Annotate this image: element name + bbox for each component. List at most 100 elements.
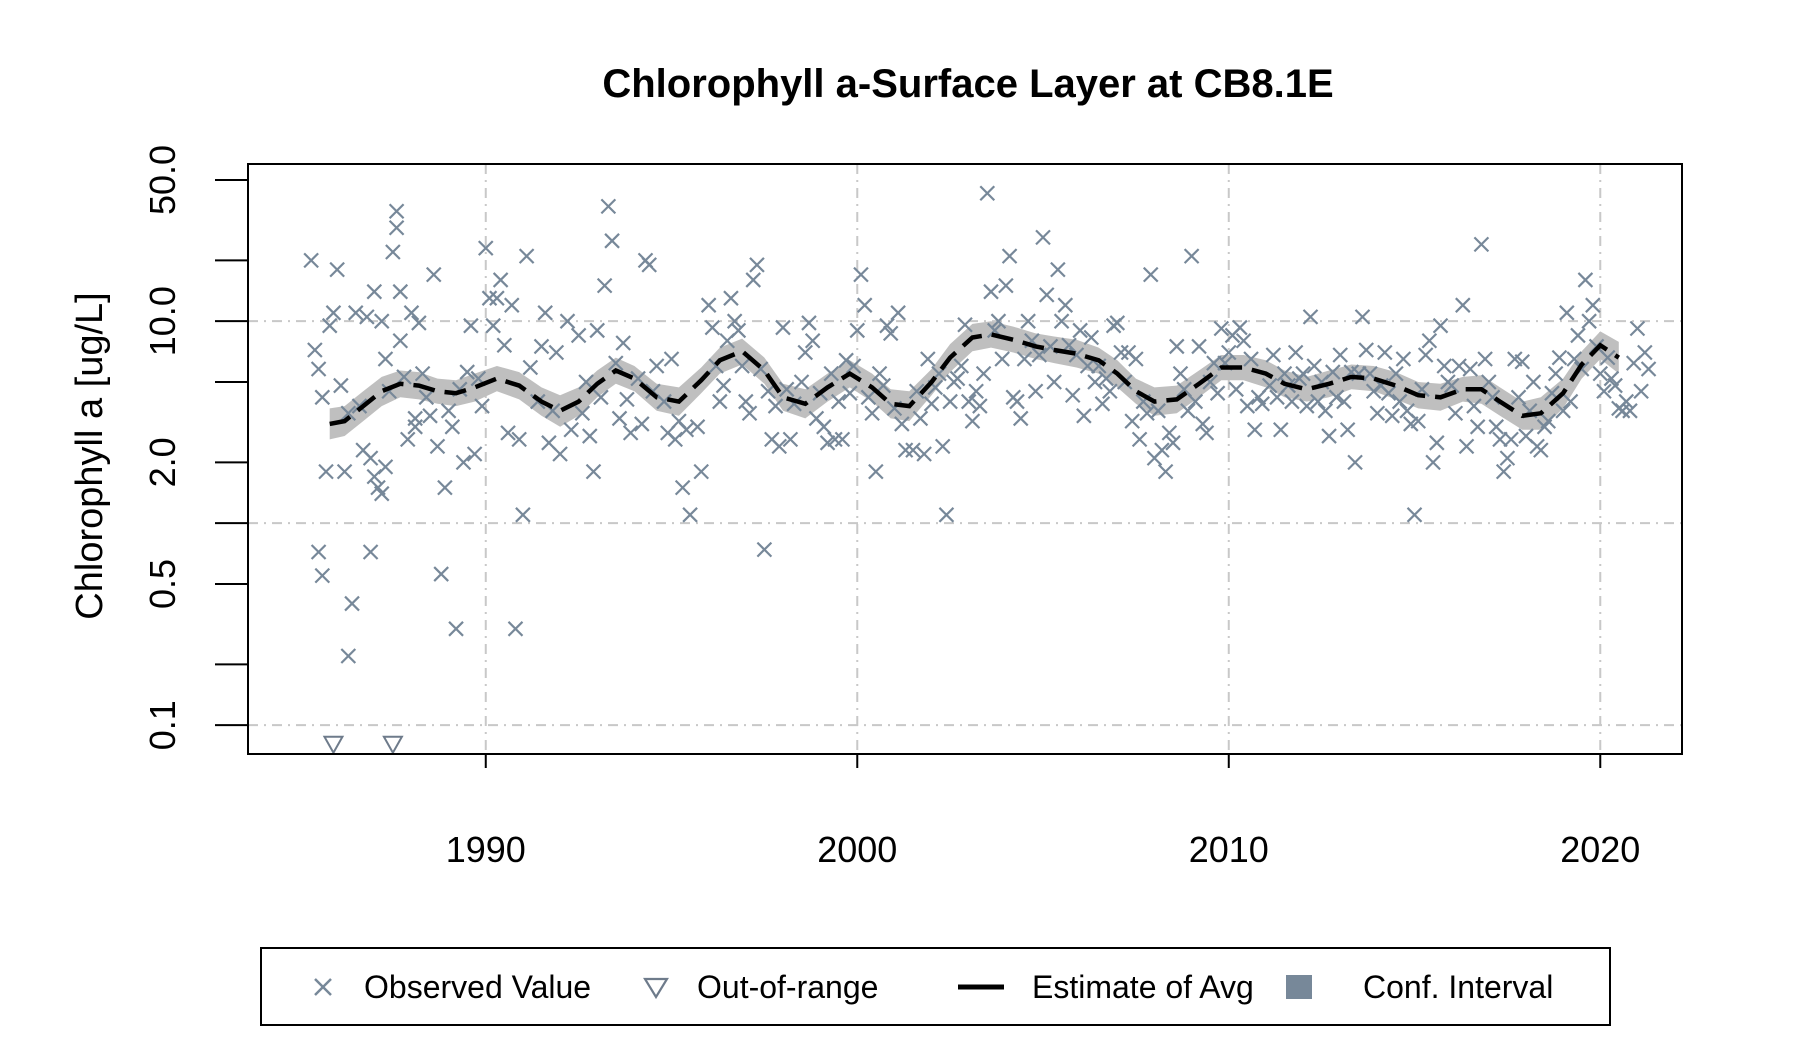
observed-point-76 (552, 446, 568, 462)
observed-point-132 (782, 431, 799, 448)
observed-point-148 (845, 358, 862, 374)
observed-point-103 (667, 431, 684, 448)
observed-point-62 (496, 337, 513, 354)
observed-point-253 (1239, 398, 1256, 414)
observed-point-121 (741, 405, 758, 422)
observed-point-254 (1243, 351, 1259, 367)
observed-point-137 (804, 332, 821, 349)
observed-point-337 (1555, 403, 1571, 419)
observed-point-237 (1180, 403, 1196, 419)
observed-point-326 (1514, 353, 1531, 370)
observed-point-310 (1455, 297, 1471, 313)
observed-point-46 (437, 479, 453, 496)
observed-point-223 (1128, 351, 1144, 367)
observed-point-34 (396, 369, 412, 385)
observed-point-82 (582, 428, 598, 444)
observed-point-95 (634, 416, 650, 432)
x-axis: 1990 2000 2010 2020 (446, 754, 1640, 870)
observed-point-305 (1436, 358, 1453, 374)
observed-point-188 (998, 277, 1014, 294)
observed-point-49 (448, 621, 464, 637)
observed-point-14 (344, 595, 360, 612)
observed-point-250 (1228, 381, 1244, 398)
observed-point-178 (960, 393, 977, 410)
observed-point-30 (388, 220, 405, 236)
observed-point-152 (860, 389, 877, 406)
observed-point-125 (756, 541, 773, 558)
observed-point-6 (318, 463, 334, 480)
observed-point-69 (522, 359, 539, 376)
observed-point-164 (908, 383, 925, 400)
observed-point-2 (310, 361, 327, 377)
observed-point-325 (1510, 389, 1527, 406)
observed-point-64 (503, 297, 520, 313)
observed-point-142 (823, 365, 840, 382)
observed-point-89 (608, 355, 624, 371)
observed-point-44 (429, 438, 446, 455)
observed-point-255 (1246, 422, 1263, 438)
observed-point-0 (303, 252, 319, 269)
observed-point-313 (1466, 398, 1482, 414)
out-of-range-points (322, 735, 404, 755)
legend-box (260, 947, 1611, 1026)
observed-point-315 (1473, 236, 1490, 253)
observed-point-208 (1072, 322, 1088, 339)
observed-point-75 (548, 344, 565, 361)
observed-point-172 (938, 507, 955, 523)
legend-conf-interval-icon (1286, 975, 1312, 999)
observed-point-143 (827, 431, 843, 448)
observed-point-5 (314, 567, 331, 584)
observed-point-53 (463, 317, 479, 334)
y-tick-label-3: 10.0 (142, 286, 183, 356)
observed-point-131 (778, 381, 795, 398)
observed-point-60 (489, 290, 505, 306)
observed-point-245 (1209, 385, 1226, 401)
observed-point-63 (500, 425, 516, 441)
y-tick-label-1: 0.5 (142, 559, 183, 609)
observed-point-283 (1354, 309, 1371, 325)
observed-point-47 (440, 403, 457, 419)
observed-point-175 (949, 370, 966, 387)
observed-point-38 (407, 419, 423, 435)
observed-point-248 (1220, 344, 1237, 361)
observed-point-150 (853, 266, 869, 283)
observed-point-166 (916, 446, 932, 462)
observed-point-22 (366, 283, 383, 300)
observed-point-304 (1432, 317, 1449, 334)
observed-point-48 (444, 419, 461, 435)
observed-point-290 (1380, 385, 1397, 401)
observed-point-321 (1495, 463, 1512, 480)
observed-point-78 (563, 422, 579, 438)
observed-point-146 (838, 352, 854, 369)
observed-point-171 (934, 438, 951, 455)
observed-point-312 (1462, 361, 1479, 377)
observed-point-31 (388, 203, 405, 220)
observed-point-118 (730, 322, 747, 339)
observed-point-86 (596, 277, 613, 294)
observed-point-4 (310, 544, 327, 560)
observed-point-211 (1083, 329, 1100, 346)
observed-point-284 (1358, 342, 1375, 358)
legend-observed-icon (314, 978, 332, 996)
observed-point-235 (1172, 365, 1189, 382)
observed-point-322 (1499, 450, 1516, 466)
observed-point-261 (1272, 422, 1289, 438)
observed-point-24 (373, 485, 390, 502)
observed-point-8 (325, 305, 342, 321)
observed-point-42 (422, 408, 438, 424)
observed-point-54 (466, 446, 483, 462)
observed-point-189 (1001, 248, 1018, 264)
legend-estimate-label: Estimate of Avg (1032, 969, 1254, 1005)
observed-point-88 (604, 233, 620, 249)
out-of-range-point-0 (322, 735, 345, 755)
observed-point-107 (682, 507, 698, 523)
observed-point-277 (1332, 347, 1348, 363)
observed-point-110 (700, 297, 717, 313)
observed-point-268 (1299, 398, 1315, 414)
observed-point-181 (972, 398, 988, 414)
observed-point-233 (1165, 435, 1181, 451)
observed-point-234 (1168, 338, 1185, 355)
observed-point-319 (1488, 419, 1505, 435)
observed-point-314 (1469, 419, 1486, 435)
observed-point-92 (619, 391, 635, 408)
